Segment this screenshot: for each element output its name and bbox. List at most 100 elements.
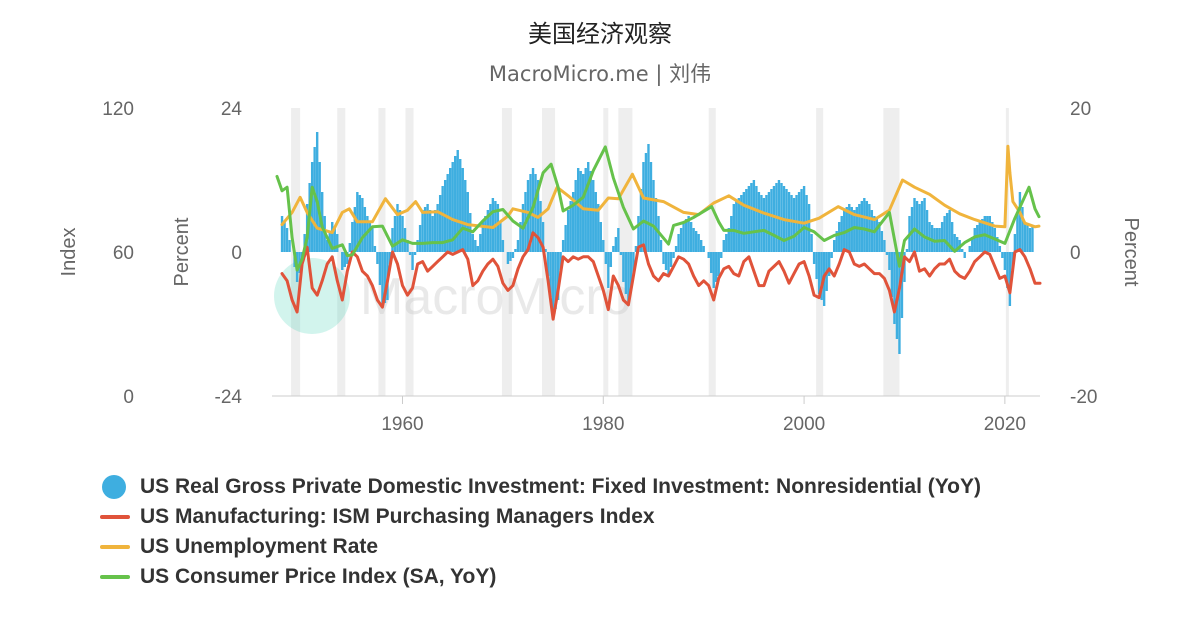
investment-bar (456, 150, 459, 252)
investment-bar (499, 222, 502, 252)
investment-bar (1008, 252, 1012, 306)
investment-bar (280, 216, 284, 252)
investment-bar (795, 195, 798, 252)
investment-bar (551, 252, 555, 318)
investment-bar (398, 210, 402, 252)
investment-bar (868, 204, 871, 252)
investment-bar (496, 204, 500, 252)
investment-bar (556, 252, 560, 300)
legend-label: US Unemployment Rate (140, 535, 379, 558)
investment-bar (725, 234, 728, 252)
investment-bar (760, 195, 763, 252)
investment-bar (918, 204, 921, 252)
investment-bar (383, 252, 387, 303)
investment-bar (812, 252, 816, 264)
investment-bar (953, 234, 956, 252)
legend-item-unemployment[interactable]: US Unemployment Rate (100, 532, 981, 562)
investment-bar (1031, 225, 1034, 252)
investment-bar (597, 204, 600, 252)
investment-bar (343, 252, 346, 267)
investment-bar (466, 192, 469, 252)
investment-bar (368, 222, 372, 252)
investment-bar (898, 252, 901, 354)
investment-bar (519, 222, 522, 252)
investment-bar (923, 198, 926, 252)
y-tick-label-index: 60 (113, 243, 134, 264)
investment-bar (607, 252, 610, 288)
investment-bar (358, 195, 362, 252)
y-tick-label-index: 0 (123, 387, 134, 408)
investment-bar (674, 246, 678, 252)
watermark-logo-icon (274, 258, 350, 334)
investment-bar (396, 204, 399, 252)
investment-bar (582, 174, 585, 252)
investment-bar (441, 186, 444, 252)
investment-bar (880, 231, 884, 252)
investment-bar (689, 222, 693, 252)
investment-bar (752, 180, 756, 252)
investment-bar (376, 252, 379, 264)
legend-item-ism[interactable]: US Manufacturing: ISM Purchasing Manager… (100, 502, 981, 532)
investment-bar (830, 252, 833, 258)
series-line-2 (280, 144, 1041, 235)
investment-bar (807, 204, 811, 252)
investment-bar (285, 228, 289, 252)
y-axis-title-index: Index (58, 228, 80, 277)
investment-bar (920, 201, 924, 252)
investment-bar (715, 252, 718, 282)
investment-bar (539, 201, 542, 252)
investment-bar (777, 180, 781, 252)
investment-bar (973, 228, 976, 252)
investment-bar (790, 195, 793, 252)
investment-bar (662, 252, 665, 264)
investment-bar (925, 210, 929, 252)
investment-bar (431, 216, 434, 252)
investment-bar (486, 210, 490, 252)
investment-bar (546, 252, 550, 276)
investment-bar (745, 189, 748, 252)
investment-bar (602, 240, 605, 252)
investment-bar (378, 252, 382, 285)
investment-bar (913, 198, 916, 252)
investment-bar (471, 234, 474, 252)
investment-bar (481, 222, 485, 252)
investment-bar (694, 231, 698, 252)
legend-item-cpi[interactable]: US Consumer Price Index (SA, YoY) (100, 562, 981, 592)
investment-bar (363, 207, 367, 252)
investment-bar (541, 222, 545, 252)
investment-bar (976, 225, 979, 252)
investment-bar (845, 207, 848, 252)
investment-bar (448, 168, 452, 252)
investment-bar (594, 192, 597, 252)
investment-bar (1028, 228, 1032, 252)
legend-item-investment[interactable]: US Real Gross Private Domestic Investmen… (100, 472, 981, 502)
investment-bar (684, 219, 688, 252)
investment-bar (509, 252, 512, 261)
investment-bar (549, 252, 552, 297)
investment-bar (677, 234, 680, 252)
y-tick-label-percent-right: 20 (1070, 99, 1091, 120)
investment-bar (310, 162, 314, 252)
investment-bar (461, 168, 464, 252)
investment-bar (878, 222, 881, 252)
investment-bar (569, 201, 572, 252)
investment-bar (351, 222, 354, 252)
x-tick-label: 1980 (582, 414, 624, 435)
investment-bar (433, 210, 437, 252)
investment-bar (587, 162, 590, 252)
investment-bar (474, 240, 477, 252)
investment-bar (406, 240, 409, 252)
investment-bar (391, 228, 394, 252)
investment-bar (416, 240, 419, 252)
investment-bar (910, 207, 914, 252)
investment-bar (1013, 234, 1017, 252)
investment-bar (501, 240, 505, 252)
investment-bar (755, 186, 758, 252)
investment-bar (1016, 213, 1019, 252)
investment-bar (561, 240, 565, 252)
investment-bar (732, 204, 736, 252)
investment-bar (1006, 252, 1009, 288)
investment-bar (827, 252, 831, 276)
investment-bar (1001, 252, 1004, 258)
investment-bar (476, 246, 480, 252)
